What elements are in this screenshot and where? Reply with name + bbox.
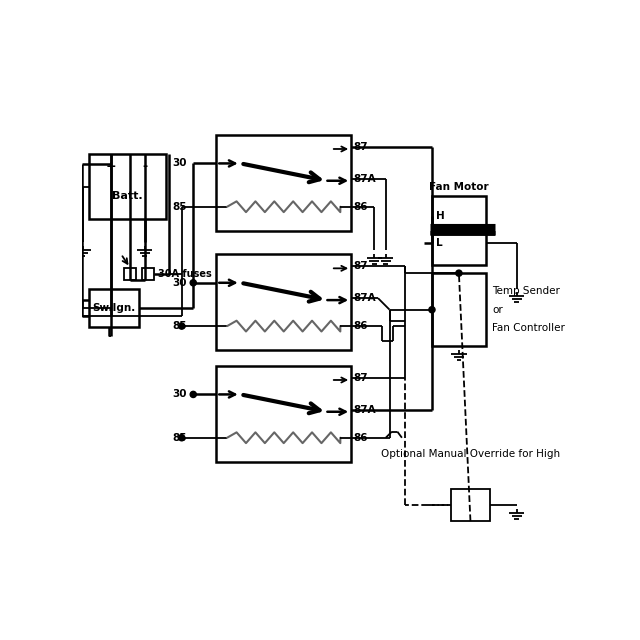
Circle shape (456, 270, 462, 276)
Text: 87: 87 (353, 261, 368, 271)
Circle shape (429, 307, 435, 313)
Bar (451, 489, 490, 521)
Bar (432, 273, 486, 346)
Circle shape (190, 280, 196, 286)
Text: 87A: 87A (353, 174, 376, 184)
Text: 30: 30 (173, 389, 187, 399)
Bar (216, 134, 351, 231)
Text: Optional Manual Override for High: Optional Manual Override for High (381, 449, 560, 459)
Bar (141, 268, 154, 280)
Text: Fan Motor: Fan Motor (429, 182, 489, 192)
Text: -: - (142, 161, 147, 173)
Text: 86: 86 (353, 202, 368, 212)
Text: 85: 85 (173, 433, 187, 443)
Text: Temp Sender: Temp Sender (492, 287, 560, 296)
Bar (432, 196, 486, 266)
Text: or: or (492, 305, 503, 315)
Bar (216, 365, 351, 462)
Circle shape (179, 435, 185, 441)
Text: 87: 87 (353, 142, 368, 152)
Text: 87A: 87A (353, 405, 376, 415)
Text: L: L (436, 238, 442, 248)
Text: Sw.Ign.: Sw.Ign. (93, 303, 136, 313)
Text: 30: 30 (173, 278, 187, 288)
Text: 30: 30 (173, 159, 187, 168)
Bar (124, 268, 136, 280)
Bar (90, 154, 166, 220)
Text: 86: 86 (353, 321, 368, 331)
Text: Fan Controller: Fan Controller (492, 323, 565, 333)
Text: 87A: 87A (353, 293, 376, 303)
Text: 85: 85 (173, 202, 187, 212)
Bar (90, 289, 140, 327)
Text: 30A fuses: 30A fuses (158, 269, 212, 279)
Text: 85: 85 (173, 321, 187, 331)
Circle shape (190, 391, 196, 397)
Circle shape (179, 323, 185, 329)
Text: 87: 87 (353, 373, 368, 383)
Text: +: + (106, 161, 116, 173)
Bar (216, 254, 351, 350)
Text: 86: 86 (353, 433, 368, 443)
Text: H: H (436, 211, 445, 221)
Text: Batt.: Batt. (113, 191, 143, 202)
